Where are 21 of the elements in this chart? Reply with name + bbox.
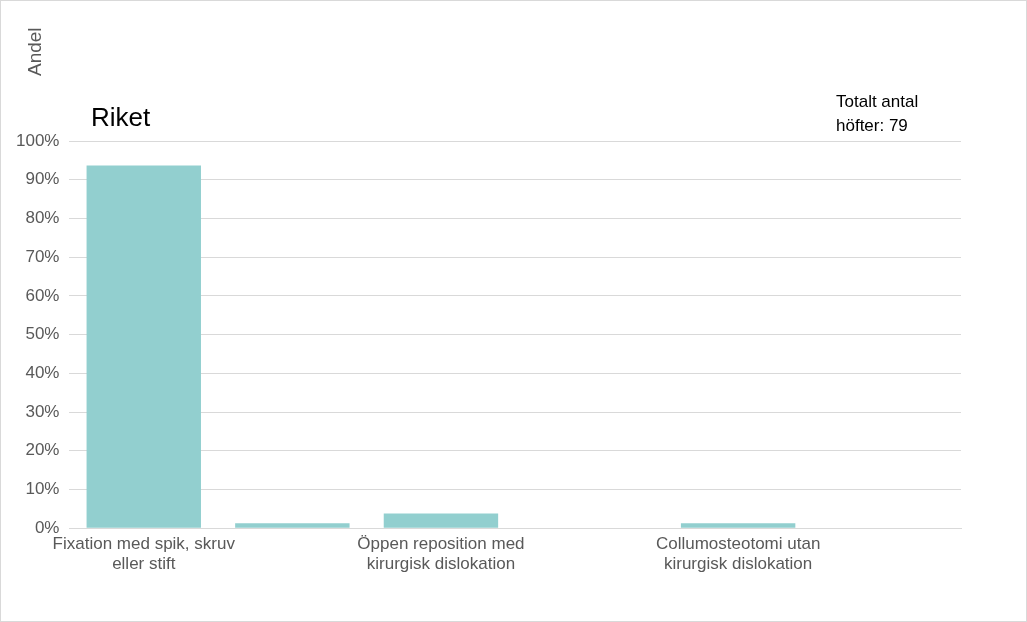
y-tick-label: 80% — [25, 208, 60, 228]
y-tick-label: 60% — [25, 285, 60, 305]
y-tick-label: 30% — [25, 401, 60, 421]
y-axis-title: Andel — [24, 27, 45, 76]
y-tick-label: 0% — [34, 517, 60, 537]
bar — [86, 165, 201, 528]
y-tick-label: 90% — [25, 169, 60, 189]
y-tick-label: 10% — [25, 479, 60, 499]
x-tick-label: Collumosteotomi utan kirurgisk dislokation — [655, 534, 821, 574]
chart-title: Riket — [91, 102, 152, 132]
bar — [680, 523, 796, 528]
y-tick-label: 40% — [25, 363, 60, 383]
y-tick-label: 100% — [16, 130, 60, 150]
text: Totalt antal höfter: 79 — [836, 92, 919, 135]
y-tick-label: 50% — [25, 324, 60, 344]
y-tick-label: 70% — [25, 246, 60, 266]
x-tick-label: Fixation med spik, skruv eller stift — [52, 534, 236, 574]
y-tick-label: 20% — [25, 440, 60, 460]
bar — [235, 523, 350, 528]
x-tick-label: Öppen reposition med kirurgisk dislokation — [357, 534, 525, 574]
bar — [383, 513, 499, 528]
